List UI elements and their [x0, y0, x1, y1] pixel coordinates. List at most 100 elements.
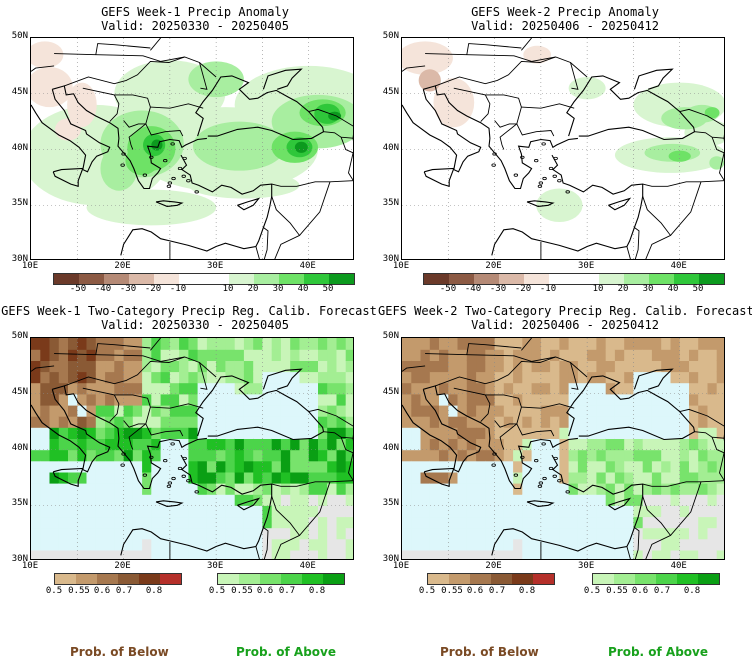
panel3-prob-above-label: Prob. of Above: [236, 645, 337, 659]
panel4-lon-label: 40E: [670, 561, 687, 571]
panel3-prob-below-label: Prob. of Below: [70, 645, 169, 659]
colorbar-swatch: [329, 274, 354, 284]
colorbar-tick-label: 0.8: [518, 586, 536, 596]
panel4-below-colorbar: [427, 573, 555, 585]
colorbar-swatch: [635, 574, 656, 584]
panel4-prob-below-label: Prob. of Below: [440, 645, 539, 659]
panel1-lon-label: 40E: [299, 261, 316, 271]
panel2-lon-label: 40E: [670, 261, 687, 271]
colorbar-tick-label: 0.8: [683, 586, 701, 596]
colorbar-swatch: [449, 274, 474, 284]
colorbar-tick-label: -10: [169, 284, 187, 294]
colorbar-tick-label: 0.55: [231, 586, 253, 596]
colorbar-swatch: [154, 274, 179, 284]
colorbar-tick-label: -10: [539, 284, 557, 294]
panel2-lon-label: 20E: [485, 261, 502, 271]
panel2-anomaly-colorbar: [423, 273, 725, 285]
panel2-valid: Valid: 20250406 - 20250412: [471, 19, 659, 33]
panel4-above-colorbar: [592, 573, 720, 585]
panel1-lat-label: 45N: [11, 86, 28, 97]
colorbar-tick-label: -30: [489, 284, 507, 294]
colorbar-swatch: [428, 574, 449, 584]
panel1-lat-label: 35N: [11, 198, 28, 209]
colorbar-swatch: [470, 574, 491, 584]
colorbar-tick-label: 0.7: [278, 586, 296, 596]
panel1-valid: Valid: 20250330 - 20250405: [101, 19, 289, 33]
panel3-lon-label: 20E: [114, 561, 131, 571]
colorbar-tick-label: 0.55: [441, 586, 463, 596]
colorbar-tick-label: -30: [119, 284, 137, 294]
panel4-lon-label: 20E: [485, 561, 502, 571]
panel2-lon-label: 10E: [392, 261, 410, 271]
colorbar-tick-label: 20: [617, 284, 629, 294]
panel1-map: [30, 37, 354, 260]
panel3-title: GEFS Week-1 Two-Category Precip Reg. Cal…: [1, 304, 377, 318]
panel2-map: [401, 37, 725, 260]
panel2-lat-label: 30N: [382, 254, 399, 264]
colorbar-swatch: [160, 574, 181, 584]
colorbar-swatch: [76, 574, 97, 584]
panel3-above-colorbar: [217, 573, 345, 585]
colorbar-swatch: [656, 574, 677, 584]
panel1-map-svg: [31, 38, 353, 259]
panel4-map-svg: [402, 338, 724, 559]
colorbar-tick-label: 0.6: [93, 586, 111, 596]
colorbar-tick-label: 0.8: [145, 586, 163, 596]
panel3-map: [30, 337, 354, 560]
panel4-prob-above-label: Prob. of Above: [608, 645, 709, 659]
colorbar-swatch: [524, 274, 549, 284]
colorbar-tick-label: -50: [439, 284, 457, 294]
colorbar-tick-label: 30: [272, 284, 284, 294]
colorbar-tick-label: 0.55: [68, 586, 90, 596]
colorbar-swatch: [139, 574, 160, 584]
panel3-lat-label: 50N: [11, 331, 28, 341]
colorbar-swatch: [699, 274, 724, 284]
colorbar-swatch: [304, 274, 329, 284]
colorbar-swatch: [323, 574, 344, 584]
colorbar-swatch: [549, 274, 574, 284]
colorbar-tick-label: 0.5: [583, 586, 601, 596]
colorbar-swatch: [118, 574, 139, 584]
panel3-lat-label: 30N: [11, 554, 28, 564]
colorbar-swatch: [55, 574, 76, 584]
colorbar-swatch: [218, 574, 239, 584]
panel2-lat-label: 40N: [382, 142, 399, 153]
panel2-lat-label: 35N: [382, 198, 399, 209]
panel4-lat-label: 50N: [382, 331, 399, 341]
colorbar-tick-label: -50: [69, 284, 87, 294]
colorbar-swatch: [512, 574, 533, 584]
colorbar-swatch: [533, 574, 554, 584]
colorbar-tick-label: 0.6: [631, 586, 649, 596]
colorbar-tick-label: 20: [247, 284, 259, 294]
colorbar-swatch: [281, 574, 302, 584]
colorbar-tick-label: 0.5: [45, 586, 63, 596]
panel4-lat-label: 45N: [382, 386, 399, 397]
colorbar-tick-label: -20: [514, 284, 532, 294]
colorbar-tick-label: 30: [642, 284, 654, 294]
colorbar-swatch: [649, 274, 674, 284]
colorbar-swatch: [97, 574, 118, 584]
panel3-valid: Valid: 20250330 - 20250405: [101, 318, 289, 332]
colorbar-tick-label: -40: [464, 284, 482, 294]
panel1-lat-label: 30N: [11, 254, 28, 264]
colorbar-swatch: [204, 274, 229, 284]
colorbar-swatch: [424, 274, 449, 284]
colorbar-swatch: [79, 274, 104, 284]
colorbar-tick-label: 0.55: [606, 586, 628, 596]
colorbar-tick-label: 0.5: [208, 586, 226, 596]
panel4-title: GEFS Week-2 Two-Category Precip Reg. Cal…: [378, 304, 752, 318]
panel4-map: [401, 337, 725, 560]
panel3-lon-label: 40E: [299, 561, 316, 571]
colorbar-swatch: [593, 574, 614, 584]
colorbar-swatch: [302, 574, 323, 584]
colorbar-swatch: [474, 274, 499, 284]
panel2-lat-label: 50N: [382, 31, 399, 41]
colorbar-swatch: [449, 574, 470, 584]
colorbar-tick-label: 0.7: [115, 586, 133, 596]
panel1-lat-label: 50N: [11, 31, 28, 41]
colorbar-tick-label: 0.7: [488, 586, 506, 596]
colorbar-swatch: [677, 574, 698, 584]
colorbar-swatch: [599, 274, 624, 284]
colorbar-tick-label: -40: [94, 284, 112, 294]
colorbar-swatch: [279, 274, 304, 284]
